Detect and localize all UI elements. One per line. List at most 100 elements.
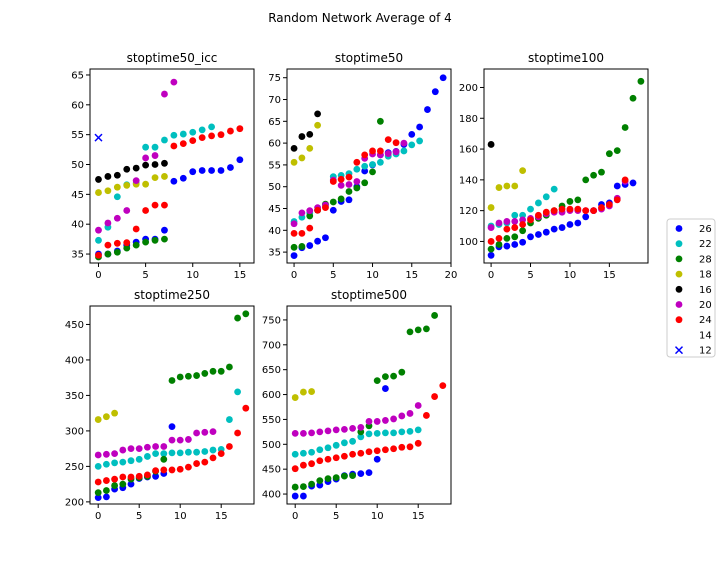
legend-marker xyxy=(675,240,683,248)
data-point xyxy=(341,452,348,460)
data-point xyxy=(189,168,197,176)
axes-frame xyxy=(286,305,452,505)
data-point xyxy=(127,457,135,465)
data-point xyxy=(390,429,397,437)
y-tick-label: 55 xyxy=(268,160,281,171)
data-point xyxy=(382,417,389,424)
legend-item-14: 14 xyxy=(699,330,712,341)
y-tick-label: 65 xyxy=(268,117,281,128)
data-point xyxy=(439,74,447,82)
data-point xyxy=(234,429,242,437)
data-point xyxy=(316,457,324,465)
data-point xyxy=(142,161,150,169)
data-point xyxy=(353,184,361,192)
series-18 xyxy=(291,388,315,401)
legend-label: 12 xyxy=(699,346,712,357)
series-18 xyxy=(487,167,527,211)
axes-frame xyxy=(89,305,255,505)
data-point xyxy=(487,238,495,245)
data-point xyxy=(94,489,102,497)
data-point xyxy=(127,473,135,481)
data-point xyxy=(298,154,306,162)
data-point xyxy=(142,238,150,246)
legend-item-18: 18 xyxy=(675,270,712,281)
data-point xyxy=(113,193,121,201)
data-point xyxy=(503,234,511,242)
series-20 xyxy=(94,428,217,459)
data-point xyxy=(119,458,127,466)
data-point xyxy=(511,182,519,190)
data-point xyxy=(161,159,168,167)
data-point xyxy=(487,251,495,259)
data-point xyxy=(535,199,542,207)
data-point xyxy=(161,201,168,209)
series-24 xyxy=(95,125,244,259)
x-tick-label: 15 xyxy=(405,270,418,281)
legend-label: 16 xyxy=(699,285,712,296)
data-point xyxy=(123,239,131,247)
data-point xyxy=(527,233,534,241)
data-point xyxy=(629,94,637,102)
data-point xyxy=(135,472,143,480)
data-point xyxy=(361,179,369,187)
data-point xyxy=(519,227,527,235)
data-point xyxy=(369,161,376,168)
series-28 xyxy=(94,310,250,497)
data-point xyxy=(574,219,582,227)
data-point xyxy=(119,473,127,481)
data-point xyxy=(431,88,439,96)
data-point xyxy=(193,448,201,456)
subplot-title: stoptime500 xyxy=(331,288,407,302)
data-point xyxy=(111,475,118,483)
data-point xyxy=(123,182,131,189)
data-point xyxy=(236,125,244,133)
series-12 xyxy=(94,133,103,142)
legend-label: 22 xyxy=(699,239,712,250)
data-point xyxy=(151,174,159,182)
y-tick-label: 450 xyxy=(262,465,281,476)
data-point xyxy=(103,477,110,484)
y-tick-label: 35 xyxy=(268,248,281,259)
data-point xyxy=(337,195,345,203)
data-point xyxy=(503,242,511,250)
legend-marker xyxy=(675,285,683,293)
data-point xyxy=(316,428,324,436)
series-24 xyxy=(487,176,629,245)
legend-marker xyxy=(674,346,684,355)
data-point xyxy=(629,179,637,187)
data-point xyxy=(123,244,131,252)
data-point xyxy=(151,236,159,244)
data-point xyxy=(382,373,389,381)
y-tick-label: 160 xyxy=(459,145,478,156)
data-point xyxy=(550,207,558,215)
data-point xyxy=(113,248,121,256)
data-point xyxy=(324,455,332,463)
x-tick-label: 0 xyxy=(488,270,494,281)
data-point xyxy=(160,443,168,450)
data-point xyxy=(161,235,168,243)
data-point xyxy=(373,377,381,385)
data-point xyxy=(217,167,225,174)
data-point xyxy=(234,388,242,396)
data-point xyxy=(291,429,299,437)
y-tick-label: 45 xyxy=(71,190,84,201)
data-point xyxy=(161,136,168,144)
data-point xyxy=(332,454,340,462)
data-point xyxy=(390,445,397,453)
y-tick-label: 400 xyxy=(65,355,84,366)
data-point xyxy=(414,426,422,434)
data-point xyxy=(353,158,361,166)
data-point xyxy=(550,185,558,193)
legend: 26 22 28 18 16 20 24 14 12 xyxy=(666,218,716,358)
data-point xyxy=(392,139,400,147)
legend-label: 18 xyxy=(699,270,712,281)
x-tick-label: 0 xyxy=(95,270,101,281)
y-tick-label: 60 xyxy=(71,100,84,111)
data-point xyxy=(151,143,159,151)
data-point xyxy=(308,460,315,468)
data-point xyxy=(373,418,381,425)
data-point xyxy=(542,193,550,201)
data-point xyxy=(193,429,201,437)
